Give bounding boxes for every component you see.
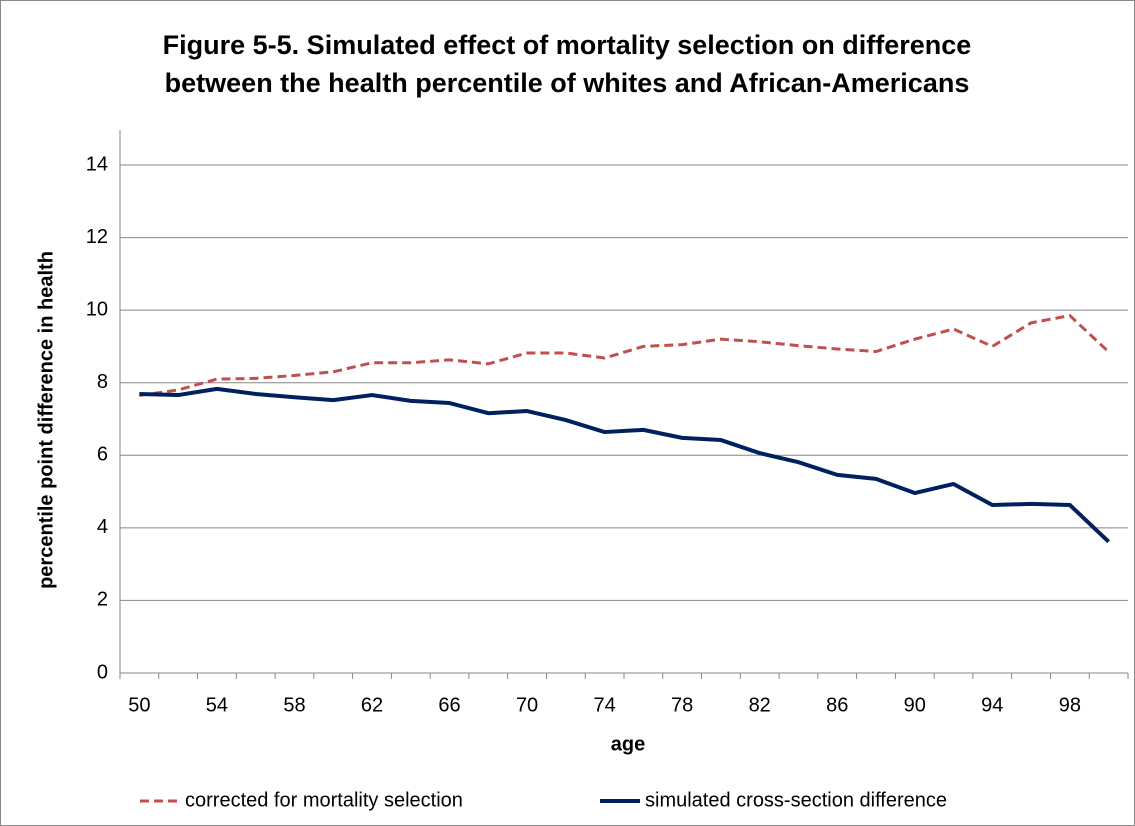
y-tick-label: 2 — [97, 589, 108, 611]
legend-label: corrected for mortality selection — [185, 789, 463, 811]
x-axis-label: age — [611, 733, 645, 755]
y-tick-label: 4 — [97, 516, 108, 538]
y-axis-label: percentile point difference in health — [35, 251, 57, 589]
chart-title: Figure 5-5. Simulated effect of mortalit… — [163, 30, 972, 60]
x-tick-label: 90 — [904, 694, 926, 716]
x-tick-label: 66 — [438, 694, 460, 716]
series-line — [139, 314, 1110, 397]
y-tick-label: 0 — [97, 661, 108, 683]
x-tick-label: 94 — [981, 694, 1003, 716]
y-tick-label: 8 — [97, 371, 108, 393]
x-tick-label: 78 — [671, 694, 693, 716]
x-tick-label: 86 — [826, 694, 848, 716]
x-tick-label: 82 — [749, 694, 771, 716]
x-tick-label: 50 — [128, 694, 150, 716]
y-tick-label: 10 — [86, 298, 108, 320]
x-tick-label: 74 — [593, 694, 615, 716]
x-tick-label: 98 — [1059, 694, 1081, 716]
x-tick-label: 54 — [206, 694, 228, 716]
series-line — [139, 386, 1110, 544]
chart-title: between the health percentile of whites … — [165, 68, 970, 98]
y-tick-label: 6 — [97, 444, 108, 466]
y-tick-label: 12 — [86, 226, 108, 248]
x-tick-label: 58 — [283, 694, 305, 716]
x-tick-label: 62 — [361, 694, 383, 716]
x-tick-label: 70 — [516, 694, 538, 716]
legend-label: simulated cross-section difference — [645, 789, 947, 811]
y-tick-label: 14 — [86, 153, 108, 175]
